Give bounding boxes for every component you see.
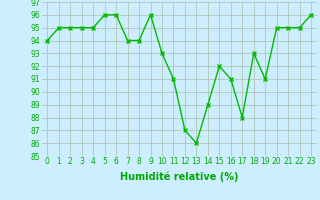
X-axis label: Humidité relative (%): Humidité relative (%) bbox=[120, 172, 238, 182]
